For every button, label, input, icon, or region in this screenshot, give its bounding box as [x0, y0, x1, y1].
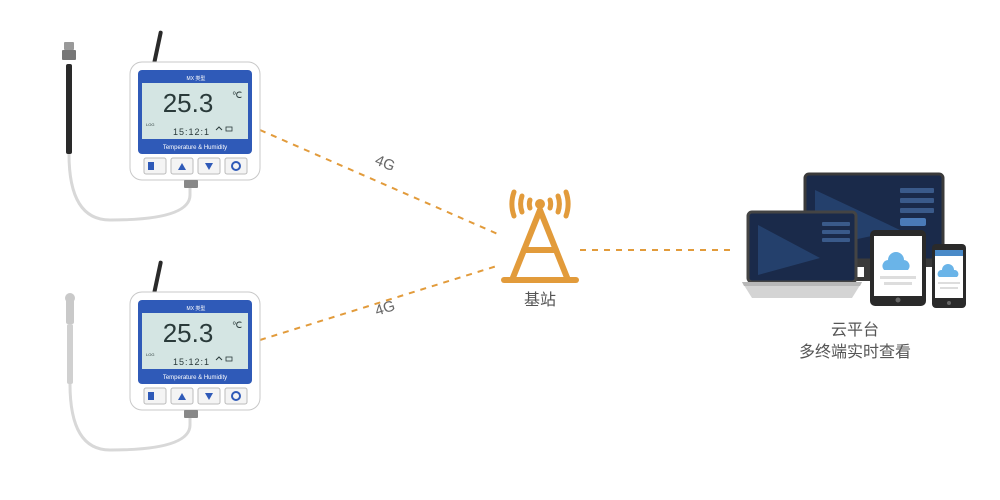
base-station-label: 基站	[490, 290, 590, 312]
lcd-time-value: 15:12:1	[173, 357, 210, 367]
device-top-label: MX 类型	[187, 75, 206, 82]
diagram-stage: 4G 4G MX 类型 25.3 ℃ LOG	[0, 0, 1000, 500]
probe-body	[66, 64, 72, 154]
conn-line-1	[260, 130, 500, 235]
antenna-icon	[152, 260, 163, 294]
sensor-device-2: MX 类型 25.3 ℃ LOG 15:12:1 Temperature & H…	[60, 260, 240, 460]
lcd-temp-unit: ℃	[232, 320, 242, 330]
lcd-temp-value: 25.3	[163, 88, 214, 118]
device-bottom-label: Temperature & Humidity	[163, 145, 227, 151]
cloud-devices-icon	[740, 170, 970, 335]
cloud-label: 云平台 多终端实时查看	[740, 320, 970, 365]
device-bottom-label: Temperature & Humidity	[163, 375, 227, 381]
lcd-time-value: 15:12:1	[173, 127, 210, 137]
svg-text:LOG: LOG	[146, 352, 154, 357]
svg-text:LOG: LOG	[146, 122, 154, 127]
sensor-device-1: MX 类型 25.3 ℃ LOG 15:12:1 Temperature & H…	[60, 30, 240, 230]
cloud-label-line2: 多终端实时查看	[740, 342, 970, 364]
lcd-temp-unit: ℃	[232, 90, 242, 100]
cloud-label-line1: 云平台	[740, 320, 970, 342]
device-top-label: MX 类型	[187, 305, 206, 312]
lcd-temp-value: 25.3	[163, 318, 214, 348]
antenna-icon	[152, 30, 163, 64]
